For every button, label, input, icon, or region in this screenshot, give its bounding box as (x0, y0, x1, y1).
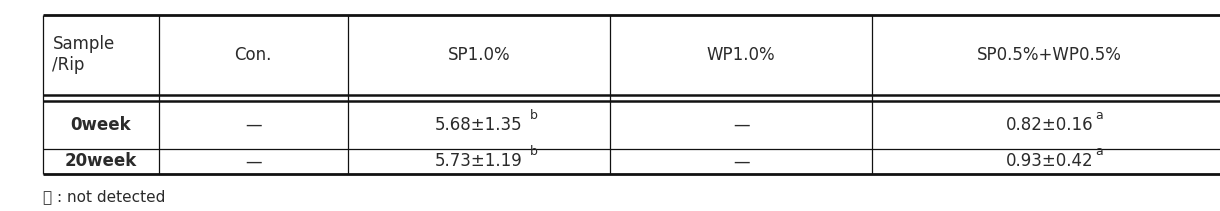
Text: 0week: 0week (71, 116, 131, 134)
Text: 0.82±0.16: 0.82±0.16 (1005, 116, 1093, 134)
Text: a: a (1096, 145, 1103, 158)
Text: b: b (531, 109, 538, 122)
Text: － : not detected: － : not detected (43, 189, 165, 204)
Text: SP0.5%+WP0.5%: SP0.5%+WP0.5% (977, 46, 1121, 64)
Text: 5.73±1.19: 5.73±1.19 (436, 152, 522, 170)
Text: a: a (1096, 109, 1103, 122)
Text: —: — (733, 116, 749, 134)
Text: —: — (245, 116, 261, 134)
Text: SP1.0%: SP1.0% (448, 46, 510, 64)
Text: —: — (733, 152, 749, 170)
Text: WP1.0%: WP1.0% (706, 46, 776, 64)
Text: Sample
/Rip: Sample /Rip (52, 35, 115, 74)
Text: Con.: Con. (234, 46, 272, 64)
Text: 20week: 20week (65, 152, 137, 170)
Text: 5.68±1.35: 5.68±1.35 (436, 116, 522, 134)
Text: —: — (245, 152, 261, 170)
Text: b: b (531, 145, 538, 158)
Text: 0.93±0.42: 0.93±0.42 (1005, 152, 1093, 170)
